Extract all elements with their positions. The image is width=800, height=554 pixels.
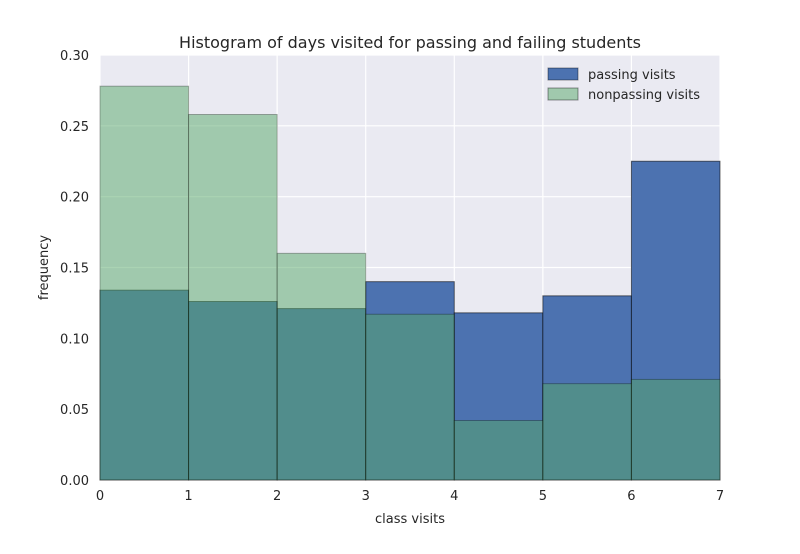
x-tick-label: 6 bbox=[627, 489, 635, 504]
y-tick-label: 0.10 bbox=[60, 332, 89, 347]
bars bbox=[99, 85, 721, 481]
y-axis-label: frequency bbox=[37, 235, 52, 301]
bar-nonpassing-visits-0 bbox=[99, 85, 190, 481]
x-tick-label: 7 bbox=[716, 489, 724, 504]
x-tick-label: 5 bbox=[539, 489, 547, 504]
bar-nonpassing-visits-2 bbox=[276, 252, 367, 481]
legend-swatch bbox=[547, 67, 579, 81]
x-tick-label: 1 bbox=[184, 489, 192, 504]
x-tick-label: 4 bbox=[450, 489, 458, 504]
legend-label: nonpassing visits bbox=[588, 88, 700, 103]
y-tick-label: 0.30 bbox=[60, 49, 89, 64]
x-tick-label: 3 bbox=[362, 489, 370, 504]
legend-swatch bbox=[547, 87, 579, 101]
bar-nonpassing-visits-1 bbox=[188, 114, 278, 481]
x-tick-labels: 0 1 2 3 4 5 6 7 bbox=[96, 489, 724, 504]
chart-title: Histogram of days visited for passing an… bbox=[179, 33, 641, 52]
y-tick-label: 0.00 bbox=[60, 474, 89, 489]
bar-nonpassing-visits-6 bbox=[630, 378, 721, 481]
bar-nonpassing-visits-5 bbox=[542, 383, 632, 481]
bar-nonpassing-visits-4 bbox=[453, 420, 544, 481]
legend-label: passing visits bbox=[588, 68, 676, 83]
legend: passing visits nonpassing visits bbox=[547, 67, 700, 103]
x-tick-label: 2 bbox=[273, 489, 281, 504]
y-tick-label: 0.05 bbox=[60, 403, 89, 418]
x-axis-label: class visits bbox=[375, 512, 445, 527]
x-tick-label: 0 bbox=[96, 489, 104, 504]
y-tick-label: 0.15 bbox=[60, 262, 89, 277]
y-tick-label: 0.20 bbox=[60, 191, 89, 206]
y-tick-labels: 0.00 0.05 0.10 0.15 0.20 0.25 0.30 bbox=[60, 49, 89, 489]
bar-nonpassing-visits-3 bbox=[365, 313, 455, 481]
y-tick-label: 0.25 bbox=[60, 120, 89, 135]
